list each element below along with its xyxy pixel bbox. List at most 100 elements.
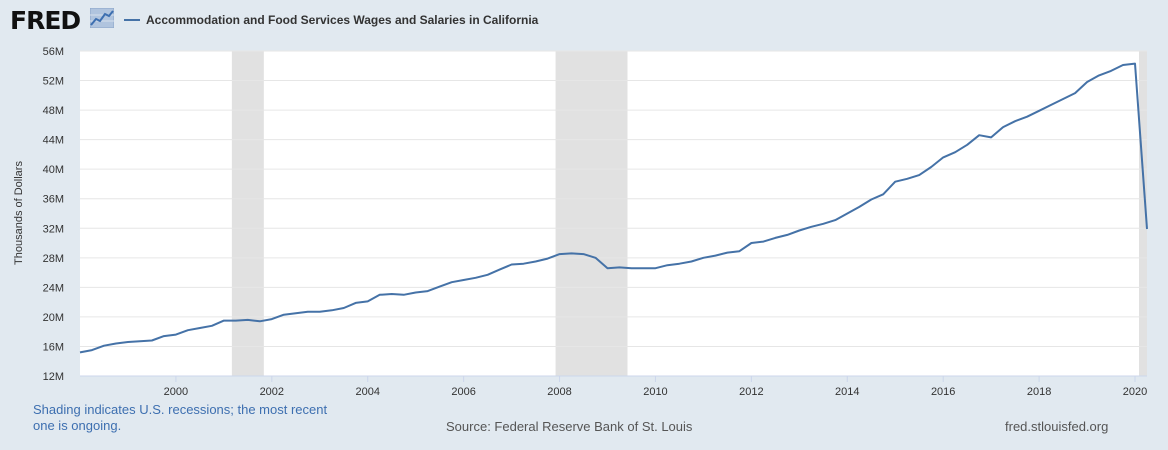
data-point <box>784 232 790 238</box>
y-tick-label: 44M <box>43 135 64 147</box>
data-point <box>521 261 527 267</box>
data-point <box>305 309 311 315</box>
data-point <box>988 134 994 140</box>
data-point <box>652 265 658 271</box>
data-point <box>449 279 455 285</box>
recession-note[interactable]: Shading indicates U.S. recessions; the m… <box>33 402 328 433</box>
x-tick-label: 2004 <box>355 386 379 398</box>
data-point <box>868 196 874 202</box>
data-point <box>688 259 694 265</box>
data-point <box>736 248 742 254</box>
x-tick-label: 2006 <box>451 386 475 398</box>
data-point <box>185 327 191 333</box>
data-point <box>724 250 730 256</box>
fred-url-link[interactable]: fred.stlouisfed.org <box>1005 419 1109 434</box>
recession-shade <box>1139 51 1147 376</box>
x-tick-label: 2010 <box>643 386 667 398</box>
data-point <box>1144 226 1150 232</box>
data-point <box>317 309 323 315</box>
x-tick-label: 2008 <box>547 386 571 398</box>
data-point <box>760 239 766 245</box>
recession-shade <box>231 51 264 376</box>
y-tick-label: 16M <box>43 341 64 353</box>
data-point <box>149 338 155 344</box>
data-point <box>485 272 491 278</box>
data-point <box>509 261 515 267</box>
data-point <box>425 288 431 294</box>
data-point <box>293 310 299 316</box>
data-point <box>940 154 946 160</box>
data-point <box>557 251 563 257</box>
data-point <box>1012 118 1018 124</box>
data-point <box>257 318 263 324</box>
data-point <box>1096 72 1102 78</box>
data-point <box>856 204 862 210</box>
y-tick-label: 24M <box>43 282 64 294</box>
data-point <box>700 255 706 261</box>
data-point <box>329 307 335 313</box>
data-point <box>844 211 850 217</box>
data-point <box>1060 96 1066 102</box>
data-point <box>880 191 886 197</box>
data-point <box>664 262 670 268</box>
chart-header: FRED Accommodation and Food Services Wag… <box>0 0 1168 40</box>
y-tick-label: 32M <box>43 223 64 235</box>
data-point <box>533 259 539 265</box>
data-point <box>808 224 814 230</box>
data-point <box>473 275 479 281</box>
x-tick-label: 2020 <box>1123 386 1147 398</box>
recession-shade <box>555 51 628 376</box>
data-point <box>101 343 107 349</box>
data-point <box>1000 124 1006 130</box>
data-point <box>904 176 910 182</box>
data-point <box>269 316 275 322</box>
data-point <box>1108 68 1114 74</box>
x-tick-label: 2002 <box>260 386 284 398</box>
x-tick-label: 2012 <box>739 386 763 398</box>
y-tick-label: 12M <box>43 371 64 383</box>
data-point <box>892 179 898 185</box>
data-point <box>748 240 754 246</box>
chart-legend[interactable]: Accommodation and Food Services Wages an… <box>124 13 538 27</box>
data-point <box>245 317 251 323</box>
legend-label[interactable]: Accommodation and Food Services Wages an… <box>146 13 539 27</box>
data-point <box>461 277 467 283</box>
data-point <box>389 291 395 297</box>
data-point <box>712 253 718 259</box>
data-point <box>1024 114 1030 120</box>
data-point <box>928 164 934 170</box>
source-text: Source: Federal Reserve Bank of St. Loui… <box>446 419 693 434</box>
data-point <box>772 235 778 241</box>
data-point <box>1132 61 1138 67</box>
data-point <box>640 265 646 271</box>
data-point <box>1084 79 1090 85</box>
y-tick-label: 48M <box>43 105 64 117</box>
data-point <box>413 290 419 296</box>
data-point <box>916 172 922 178</box>
data-point <box>976 132 982 138</box>
y-tick-label: 56M <box>43 46 64 58</box>
data-point <box>353 300 359 306</box>
data-point <box>593 255 599 261</box>
data-point <box>1048 102 1054 108</box>
data-point <box>173 332 179 338</box>
fred-logo: FRED <box>10 6 81 35</box>
data-point <box>137 338 143 344</box>
data-point <box>401 292 407 298</box>
data-point <box>820 221 826 227</box>
data-point <box>209 323 215 329</box>
data-point <box>437 284 443 290</box>
x-tick-label: 2018 <box>1027 386 1051 398</box>
y-tick-label: 40M <box>43 164 64 176</box>
data-point <box>221 318 227 324</box>
series-line <box>79 62 1148 354</box>
data-point <box>1120 62 1126 68</box>
fred-line-graph-icon <box>90 8 114 28</box>
data-point <box>365 298 371 304</box>
data-point <box>233 318 239 324</box>
data-point <box>341 305 347 311</box>
data-point <box>77 349 83 355</box>
data-point <box>377 292 383 298</box>
data-point <box>581 251 587 257</box>
